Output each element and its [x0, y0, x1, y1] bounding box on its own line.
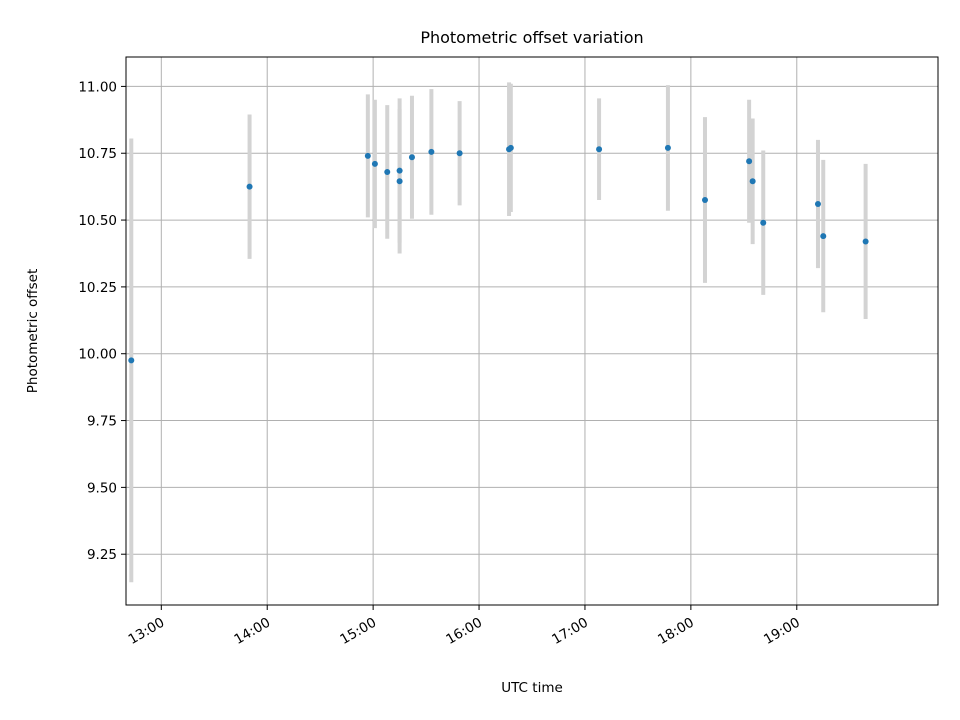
- data-point: [456, 150, 463, 157]
- plot-frame: [125, 56, 939, 606]
- data-point: [364, 152, 371, 159]
- y-axis: 9.25 9.50 9.75 10.00 10.25 10.50 10.75 11.00: [78, 79, 126, 563]
- data-point: [820, 233, 827, 240]
- data-point: [507, 144, 514, 151]
- data-point: [814, 201, 821, 208]
- y-tick-label: 10.25: [78, 280, 117, 296]
- data-point: [746, 158, 753, 165]
- data-point: [701, 197, 708, 204]
- y-tick-label: 9.25: [87, 547, 117, 563]
- data-point: [596, 146, 603, 153]
- data-point: [128, 357, 135, 364]
- chart-title: Photometric offset variation: [420, 28, 643, 47]
- y-tick-label: 10.00: [78, 347, 117, 363]
- data-point: [246, 183, 253, 190]
- data-point: [862, 238, 869, 245]
- data-point: [371, 160, 378, 167]
- data-point: [760, 219, 767, 226]
- x-axis-label: UTC time: [501, 680, 563, 696]
- y-tick-label: 10.75: [78, 146, 117, 162]
- data-point: [664, 144, 671, 151]
- data-point: [384, 168, 391, 175]
- y-axis-label: Photometric offset: [25, 269, 41, 393]
- data-point: [408, 154, 415, 161]
- data-points: [128, 144, 869, 364]
- data-point: [749, 178, 756, 185]
- data-point: [396, 178, 403, 185]
- y-tick-label: 10.50: [78, 213, 117, 229]
- data-point: [428, 148, 435, 155]
- y-tick-label: 9.50: [87, 480, 117, 496]
- data-point: [396, 167, 403, 174]
- y-tick-label: 9.75: [87, 414, 117, 430]
- y-tick-label: 11.00: [78, 79, 117, 95]
- grid: [126, 57, 938, 605]
